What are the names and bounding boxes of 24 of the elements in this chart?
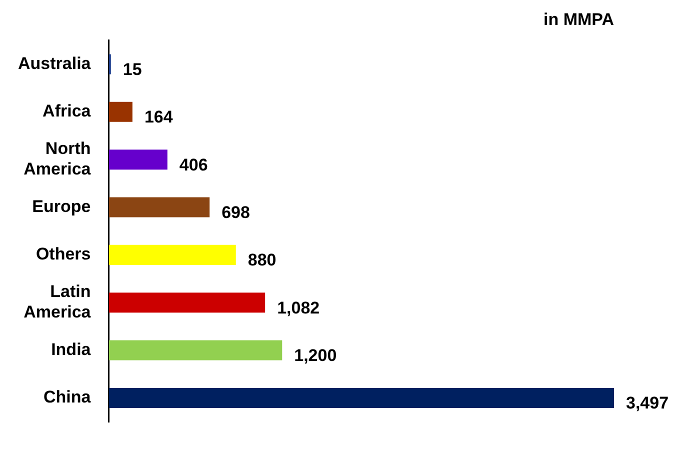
y-tick-label: North America — [24, 139, 92, 178]
y-tick-label: India — [51, 340, 92, 359]
bar — [108, 292, 266, 313]
bar — [108, 150, 168, 170]
data-label: 3,497 — [626, 394, 669, 413]
y-tick-label: China — [44, 388, 92, 407]
bar — [108, 244, 236, 265]
data-label: 15 — [122, 60, 142, 79]
data-label: 1,200 — [294, 346, 337, 365]
bar — [108, 102, 132, 122]
chart-title: in MMPA — [543, 10, 614, 29]
data-label: 164 — [144, 108, 174, 127]
data-label: 880 — [248, 250, 276, 270]
bar — [108, 388, 614, 408]
y-tick-label: Latin America — [24, 282, 92, 322]
y-tick-label: Others — [36, 244, 91, 264]
y-tick-label: Europe — [32, 196, 91, 216]
bar — [108, 340, 282, 360]
data-label: 406 — [179, 155, 208, 174]
data-label: 1,082 — [277, 298, 320, 318]
data-label: 698 — [222, 202, 250, 222]
y-tick-label: Australia — [18, 54, 92, 73]
bar — [108, 197, 210, 218]
y-tick-label: Africa — [42, 102, 92, 121]
